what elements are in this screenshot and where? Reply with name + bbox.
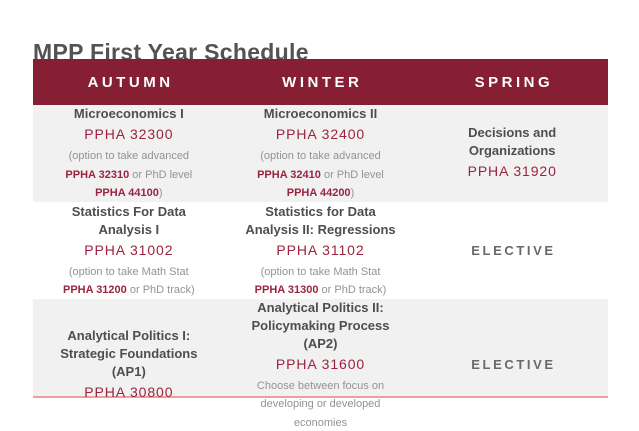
cell-line: Microeconomics II: [264, 105, 377, 123]
text-segment: Choose between focus on: [256, 380, 385, 393]
text-segment: or PhD level: [129, 168, 193, 181]
cell-line: (option to take advanced: [69, 146, 189, 164]
text-segment: ): [158, 187, 163, 200]
text-segment: Decisions and: [468, 124, 557, 140]
text-segment: (option to take advanced: [68, 150, 190, 163]
schedule-cell: Statistics For Data Analysis I PPHA 31002 (…: [33, 202, 225, 299]
cell-line: Statistics For Data: [72, 203, 186, 221]
cell-line: PPHA 31920: [468, 160, 557, 183]
cell-line: (option to take Math Stat: [261, 262, 381, 280]
text-segment: Strategic Foundations (AP1): [60, 345, 198, 379]
text-segment: Microeconomics I: [73, 106, 184, 122]
text-segment: PPHA 32410: [257, 168, 321, 181]
text-segment: Statistics for Data: [265, 203, 376, 219]
schedule-row: Microeconomics I PPHA 32300 (option to tak…: [33, 105, 608, 202]
text-segment: PPHA 31200: [62, 284, 127, 297]
schedule-cell: Microeconomics II PPHA 32400 (option to ta…: [225, 105, 417, 202]
text-segment: (option to take Math Stat: [68, 265, 189, 278]
cell-line: PPHA 31600: [276, 353, 365, 376]
text-segment: Analytical Politics II:: [257, 300, 384, 315]
text-segment: PPHA 31002: [84, 241, 174, 258]
text-segment: Analytical Politics I:: [67, 327, 191, 343]
column-header-winter: WINTER: [282, 73, 363, 91]
text-segment: ): [350, 187, 355, 200]
bottom-rule: [33, 396, 608, 398]
text-segment: PPHA 31300: [254, 284, 319, 297]
schedule-cell: Decisions and Organizations PPHA 31920: [416, 105, 608, 202]
cell-line: (option to take advanced: [260, 146, 380, 164]
cell-line: Strategic Foundations (AP1): [45, 345, 213, 381]
cell-line: Choose between focus on: [257, 376, 384, 394]
table-body: Microeconomics I PPHA 32300 (option to tak…: [33, 105, 608, 429]
cell-line: Organizations: [469, 142, 556, 160]
cell-line: PPHA 44200): [287, 183, 354, 201]
cell-line: PPHA 31002: [84, 239, 173, 262]
page: { "page": { "title": "MPP First Year Sch…: [33, 39, 608, 429]
text-segment: Microeconomics II: [263, 106, 378, 122]
text-segment: or PhD level: [320, 168, 384, 181]
cell-line: PPHA 32400: [276, 123, 365, 146]
text-segment: (option to take Math Stat: [260, 265, 381, 278]
text-segment: or PhD track): [318, 284, 387, 297]
cell-line: Analysis I: [98, 221, 159, 239]
cell-line: Analytical Politics I:: [67, 327, 190, 345]
cell-line: Policymaking Process (AP2): [237, 317, 405, 353]
cell-line: PPHA 30800: [84, 381, 173, 404]
schedule-row: Analytical Politics I: Strategic Foundati…: [33, 299, 608, 429]
text-segment: PPHA 44100: [95, 187, 159, 200]
schedule-cell: Analytical Politics I: Strategic Foundati…: [33, 299, 225, 431]
cell-line: PPHA 44100): [95, 183, 162, 201]
schedule-cell: ELECTIVE: [416, 299, 608, 431]
column-header-autumn: AUTUMN: [87, 73, 174, 91]
schedule-cell: Microeconomics I PPHA 32300 (option to tak…: [33, 105, 225, 202]
cell-line: Decisions and: [468, 124, 556, 142]
cell-line: (option to take Math Stat: [69, 262, 189, 280]
text-segment: ELECTIVE: [471, 242, 556, 258]
cell-line: Analysis II: Regressions: [245, 221, 395, 239]
text-segment: PPHA 32400: [275, 126, 366, 143]
schedule-cell: Statistics for Data Analysis II: Regressi…: [225, 202, 417, 299]
text-segment: PPHA 32300: [84, 126, 174, 143]
text-segment: PPHA 32310: [65, 168, 130, 181]
text-segment: ELECTIVE: [471, 357, 556, 373]
schedule-cell: Analytical Politics II: Policymaking Proc…: [225, 299, 417, 431]
text-segment: Analysis II: Regressions: [245, 221, 396, 237]
cell-line: developing or developed economies: [237, 394, 405, 431]
cell-line: PPHA 32410 or PhD level: [257, 165, 384, 183]
text-segment: Organizations: [468, 142, 556, 158]
text-segment: PPHA 30800: [84, 383, 174, 400]
text-segment: Analysis I: [98, 221, 160, 237]
cell-line: ELECTIVE: [469, 242, 556, 260]
text-segment: Policymaking Process (AP2): [251, 318, 390, 351]
text-segment: Statistics For Data: [71, 203, 186, 219]
text-segment: (option to take advanced: [260, 150, 381, 163]
text-segment: PPHA 44200: [286, 187, 351, 200]
schedule-row: Statistics For Data Analysis I PPHA 31002 (…: [33, 202, 608, 299]
cell-line: Microeconomics I: [74, 105, 184, 123]
header-row: AUTUMN WINTER SPRING: [33, 59, 608, 105]
text-segment: or PhD track): [126, 284, 195, 297]
cell-line: PPHA 31200 or PhD track): [63, 280, 195, 298]
cell-line: PPHA 31300 or PhD track): [255, 280, 387, 298]
text-segment: developing or developed economies: [260, 398, 381, 429]
cell-line: ELECTIVE: [469, 356, 556, 374]
cell-line: PPHA 32300: [84, 123, 173, 146]
cell-line: PPHA 31102: [276, 239, 364, 262]
schedule-cell: ELECTIVE: [416, 202, 608, 299]
text-segment: PPHA 31600: [275, 356, 366, 372]
column-header-spring: SPRING: [474, 73, 554, 91]
schedule-table: AUTUMN WINTER SPRING Microeconomics I PPHA …: [33, 59, 608, 429]
text-segment: PPHA 31102: [276, 241, 365, 258]
cell-line: PPHA 32310 or PhD level: [65, 165, 192, 183]
cell-line: Analytical Politics II:: [257, 299, 383, 317]
text-segment: PPHA 31920: [467, 162, 557, 179]
cell-line: Statistics for Data: [265, 203, 376, 221]
